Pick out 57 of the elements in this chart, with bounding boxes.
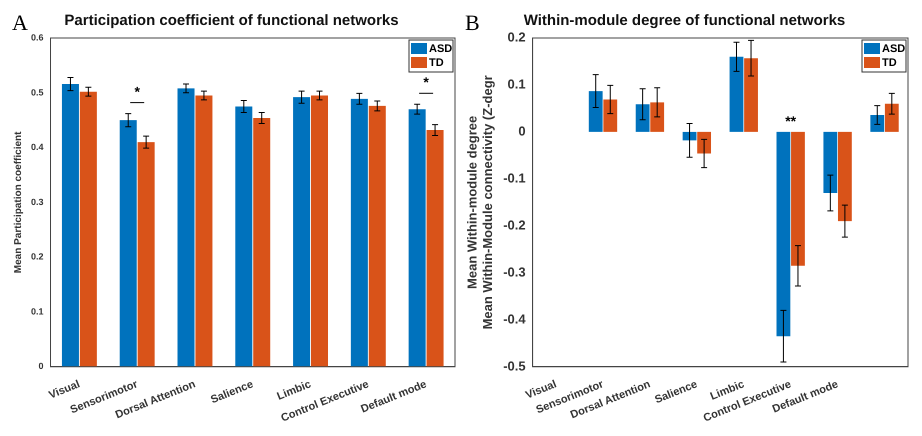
chart-title: Within-module degree of functional networks [524,12,846,30]
bar [744,58,758,132]
y-tick-label: 0.3 [30,196,44,207]
text: B [465,10,480,36]
y-axis-title: Mean Participation coefficient [12,130,24,274]
bar [730,56,744,132]
bar [838,132,852,222]
bar [235,106,252,367]
bar [426,130,444,367]
y-tick-label: -0.1 [503,170,526,186]
bar [62,84,79,367]
chart-title: Participation coefficient of functional networks [64,12,399,30]
annotation: * [423,74,430,90]
bar [588,91,603,132]
bar [253,118,270,367]
y-tick-label: 0.6 [30,32,44,42]
bar [823,132,838,193]
bar [310,96,328,367]
bar [138,142,155,367]
bar [650,102,664,132]
y-axis-title: Mean Within-module degree Mean Within-Module connectivity (Z-degr [464,75,495,330]
y-tick-label: 0.1 [30,306,44,316]
bar [368,106,386,367]
x-tick-label: Limbic [275,378,313,403]
annotation: ** [785,113,797,130]
bar [682,132,696,140]
bar [178,88,195,367]
legend-label: TD [882,57,897,70]
legend-label: ASD [429,43,452,56]
y-tick-label: -0.3 [503,264,526,280]
bar [791,132,805,266]
bar [80,92,97,367]
bar [603,100,618,132]
bar [870,115,884,132]
y-tick-label: 0.4 [30,142,44,152]
legend-label: TD [429,57,444,70]
y-tick-label: 0.5 [30,87,44,98]
y-tick-label: 0 [38,361,44,372]
legend-label: ASD [882,43,906,56]
bar [195,96,212,367]
bar [293,97,310,367]
bar [884,104,899,132]
y-tick-label: 0.1 [508,76,526,92]
y-tick-label: 0 [518,124,526,138]
y-tick-label: -0.4 [503,311,526,326]
bar [697,132,712,154]
text: A [12,10,28,36]
y-tick-label: 0.2 [30,252,44,262]
y-tick-label: 0.2 [508,30,526,45]
y-tick-label: -0.2 [503,217,526,232]
bar [776,132,790,336]
bar [408,109,426,367]
annotation: * [134,83,140,100]
bar [350,98,368,367]
bar [636,104,650,132]
bar [120,120,137,367]
y-tick-label: -0.5 [503,358,526,374]
